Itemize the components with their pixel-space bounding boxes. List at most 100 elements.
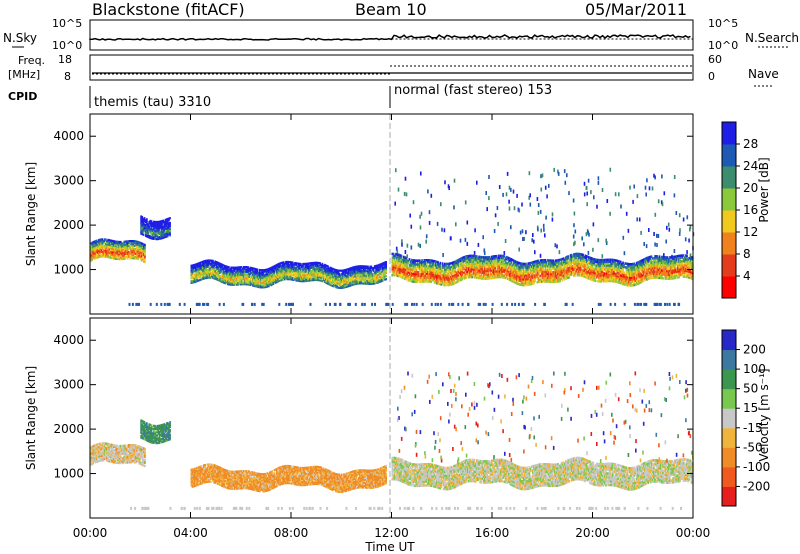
echo-cell xyxy=(465,261,468,264)
echo-cell xyxy=(397,264,399,268)
echo-cell xyxy=(449,268,452,271)
echo-cell xyxy=(302,275,304,278)
echo-cell xyxy=(439,275,442,278)
echo-cell xyxy=(146,235,148,238)
echo-cell xyxy=(299,262,302,266)
echo-cell xyxy=(282,275,285,278)
echo-cell xyxy=(538,263,541,266)
echo-cell xyxy=(190,275,193,278)
echo-cell xyxy=(535,267,538,271)
echo-cell xyxy=(448,262,451,265)
echo-cell xyxy=(206,261,209,264)
echo-cell xyxy=(125,243,128,246)
echo-cell xyxy=(203,261,205,265)
echo-cell xyxy=(249,268,252,271)
echo-cell xyxy=(326,264,328,268)
echo-cell xyxy=(130,243,132,246)
echo-cell xyxy=(318,271,320,274)
echo-cell xyxy=(273,265,276,268)
echo-cell xyxy=(584,275,587,279)
echo-cell xyxy=(155,222,157,225)
echo-cell xyxy=(124,240,127,243)
echo-cell xyxy=(130,257,132,260)
echo-cell xyxy=(404,262,406,265)
echo-cell xyxy=(468,276,470,279)
echo-cell xyxy=(169,226,171,229)
echo-cell xyxy=(591,261,594,264)
echo-cell xyxy=(273,277,276,280)
echo-cell xyxy=(571,261,574,264)
echo-cell xyxy=(536,267,539,270)
echo-cell xyxy=(125,249,128,252)
echo-cell xyxy=(606,274,608,277)
echo-cell xyxy=(583,263,586,267)
echo-cell xyxy=(457,266,460,269)
echo-cell xyxy=(546,264,549,268)
echo-cell xyxy=(203,266,205,269)
echo-cell xyxy=(456,259,459,262)
echo-cell xyxy=(335,273,337,276)
echo-cell xyxy=(370,278,373,281)
echo-cell xyxy=(144,225,147,228)
echo-cell xyxy=(136,242,138,245)
echo-cell xyxy=(552,271,555,274)
echo-cell xyxy=(614,261,616,264)
echo-cell xyxy=(103,244,106,247)
echo-cell xyxy=(228,273,230,277)
echo-cell xyxy=(281,274,284,277)
echo-cell xyxy=(568,268,571,271)
echo-cell xyxy=(326,280,328,283)
echo-cell xyxy=(237,281,239,285)
echo-cell xyxy=(496,258,499,262)
echo-cell xyxy=(147,223,149,226)
echo-cell xyxy=(594,264,597,267)
echo-cell xyxy=(406,266,408,270)
echo-cell xyxy=(497,268,500,271)
echo-cell xyxy=(574,264,576,267)
echo-cell xyxy=(161,227,163,230)
echo-cell xyxy=(192,268,195,271)
echo-cell xyxy=(422,268,424,272)
echo-cell xyxy=(220,280,222,283)
echo-cell xyxy=(591,257,594,260)
echo-cell xyxy=(398,265,401,268)
echo-cell xyxy=(378,266,381,270)
echo-cell xyxy=(560,273,563,277)
echo-cell xyxy=(432,269,435,272)
echo-cell xyxy=(552,267,555,270)
echo-cell xyxy=(265,270,268,273)
echo-cell xyxy=(231,283,234,286)
echo-cell xyxy=(330,276,333,279)
echo-cell xyxy=(215,273,218,276)
echo-cell xyxy=(322,267,325,271)
echo-cell xyxy=(562,265,565,268)
echo-cell xyxy=(293,277,295,280)
echo-cell xyxy=(332,271,335,274)
echo-cell xyxy=(255,282,258,285)
echo-cell xyxy=(432,261,435,265)
echo-cell xyxy=(301,278,303,281)
echo-cell xyxy=(543,274,546,277)
echo-cell xyxy=(225,276,228,279)
freq-tick-bottom: 8 xyxy=(64,70,71,83)
echo-cell xyxy=(92,249,94,252)
echo-cell xyxy=(293,264,295,267)
echo-cell xyxy=(584,266,587,269)
echo-cell xyxy=(205,267,207,270)
echo-cell xyxy=(362,271,365,274)
echo-cell xyxy=(138,241,141,244)
echo-cell xyxy=(351,276,353,279)
echo-cell xyxy=(509,270,511,274)
echo-cell xyxy=(207,264,210,267)
echo-cell xyxy=(356,276,359,279)
echo-cell xyxy=(613,280,615,283)
echo-cell xyxy=(452,269,454,272)
echo-cell xyxy=(591,278,594,282)
echo-cell xyxy=(149,229,152,232)
echo-cell xyxy=(565,258,567,261)
echo-cell xyxy=(359,280,361,283)
echo-cell xyxy=(196,272,198,275)
echo-cell xyxy=(462,262,464,265)
echo-cell xyxy=(220,266,222,269)
echo-cell xyxy=(550,280,552,284)
